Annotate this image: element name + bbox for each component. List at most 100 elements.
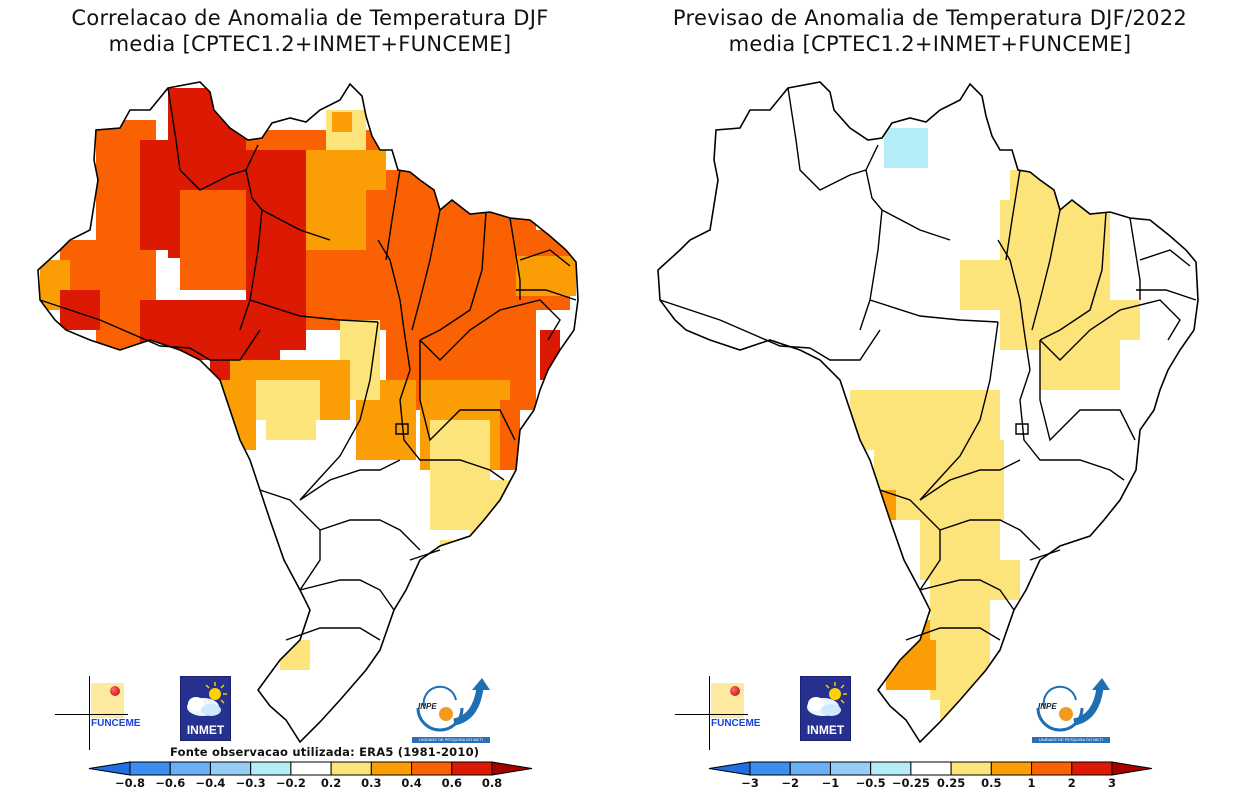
country-outline: [657, 81, 1199, 744]
shaded-field: [40, 88, 576, 670]
state-border: [377, 239, 411, 371]
shaded-cell: [216, 380, 256, 450]
state-border: [919, 321, 999, 501]
colorbar-tick-label: −2: [781, 776, 800, 790]
colorbar-box: [370, 761, 413, 776]
shaded-cell: [266, 390, 316, 440]
panel-title: Previsao de Anomalia de Temperatura DJF/…: [672, 6, 1188, 30]
source-note: Fonte observacao utilizada: ERA5 (1981-2…: [170, 745, 480, 759]
state-border: [419, 340, 516, 442]
forecast-panel: Previsao de Anomalia de Temperatura DJF/…: [620, 0, 1240, 802]
red-dot-icon: [110, 686, 120, 696]
colorbar-tick-label: −0.8: [114, 776, 146, 790]
cloud-sun-icon: [807, 682, 847, 716]
state-border: [409, 549, 441, 561]
state-border: [285, 627, 381, 641]
colorbar-box: [829, 761, 872, 776]
panel-title: Correlacao de Anomalia de Temperatura DJ…: [71, 6, 549, 30]
colorbar-tick-label: 0.8: [481, 776, 503, 790]
colorbar-tick-label: 1: [1027, 776, 1036, 790]
correlation-panel: Correlacao de Anomalia de Temperatura DJ…: [37, 6, 579, 790]
colorbar-tick-label: 0.3: [361, 776, 382, 790]
state-border: [905, 627, 1001, 641]
state-border: [299, 579, 395, 611]
state-border: [1039, 211, 1107, 341]
colorbar-box: [290, 761, 332, 776]
colorbar: [708, 761, 1153, 776]
colorbar-arrow-max: [491, 761, 533, 776]
state-border: [299, 321, 379, 501]
federal-district-border: [1015, 423, 1029, 435]
shaded-field: [850, 128, 1140, 740]
colorbar-box: [910, 761, 952, 776]
inmet-logo: INMET: [180, 676, 231, 741]
country-outline: [37, 81, 579, 744]
state-border: [1029, 549, 1061, 561]
shaded-cell: [960, 640, 990, 670]
state-border: [419, 299, 561, 361]
colorbar-tick-label: 3: [1107, 776, 1117, 790]
state-border: [245, 144, 259, 171]
colorbar-tick-label: −3: [741, 776, 759, 790]
state-border: [411, 209, 441, 331]
shaded-cell: [1000, 200, 1110, 350]
state-border: [939, 519, 1041, 551]
colorbar-box: [789, 761, 831, 776]
shaded-cell: [960, 260, 1000, 310]
state-border: [261, 209, 331, 241]
state-border: [919, 579, 1015, 611]
state-border: [1019, 369, 1125, 481]
shaded-cell: [306, 190, 366, 250]
colorbar-tick-label: −0.5: [855, 776, 886, 790]
state-border: [259, 489, 321, 591]
shaded-cell: [900, 620, 930, 680]
colorbar: [88, 761, 533, 776]
colorbar-tick-label: −1: [821, 776, 840, 790]
colorbar-tick-label: −0.2: [275, 776, 306, 790]
shaded-cell: [1070, 350, 1110, 390]
shaded-cell: [200, 230, 250, 260]
state-borders: [37, 81, 579, 744]
inpe-arrow-icon: [416, 678, 490, 732]
shaded-cell: [884, 128, 928, 168]
shaded-cell: [360, 340, 380, 380]
colorbar-box: [451, 761, 493, 776]
colorbar-box: [950, 761, 992, 776]
state-border: [787, 87, 883, 331]
state-border: [1005, 169, 1021, 261]
inmet-logo: INMET: [800, 676, 851, 741]
state-border: [1039, 340, 1136, 442]
state-border: [299, 459, 401, 501]
state-border: [189, 329, 261, 361]
shaded-cell: [332, 112, 352, 132]
shaded-cell: [60, 290, 100, 330]
state-border: [997, 239, 1031, 371]
colorbar-arrow-max: [1111, 761, 1153, 776]
panel-subtitle: media [CPTEC1.2+INMET+FUNCEME]: [728, 32, 1132, 56]
colorbar-box: [870, 761, 912, 776]
inpe-arrow-icon: [1036, 678, 1110, 732]
state-border: [419, 211, 487, 341]
colorbar-tick-label: −0.3: [235, 776, 266, 790]
colorbar-tick-label: 0.5: [981, 776, 1002, 790]
shaded-cell: [440, 540, 480, 560]
state-border: [1129, 217, 1141, 300]
state-border: [385, 169, 401, 261]
colorbar-box: [990, 761, 1033, 776]
colorbar-box: [1031, 761, 1073, 776]
brazil-forecast-map: [657, 81, 1199, 776]
colorbar-box: [749, 761, 791, 776]
colorbar-box: [129, 761, 171, 776]
state-border: [319, 519, 421, 551]
shaded-cell: [306, 150, 386, 190]
colorbar-tick-label: 0.25: [936, 776, 966, 790]
cloud-sun-icon: [187, 682, 227, 716]
state-border: [865, 144, 879, 171]
state-border: [659, 299, 811, 349]
colorbar-arrow-min: [708, 761, 751, 776]
colorbar-tick-label: 0.4: [401, 776, 422, 790]
state-border: [1031, 209, 1061, 331]
colorbar-box: [411, 761, 453, 776]
state-border: [869, 299, 999, 323]
colorbar-tick-label: 0.6: [441, 776, 462, 790]
